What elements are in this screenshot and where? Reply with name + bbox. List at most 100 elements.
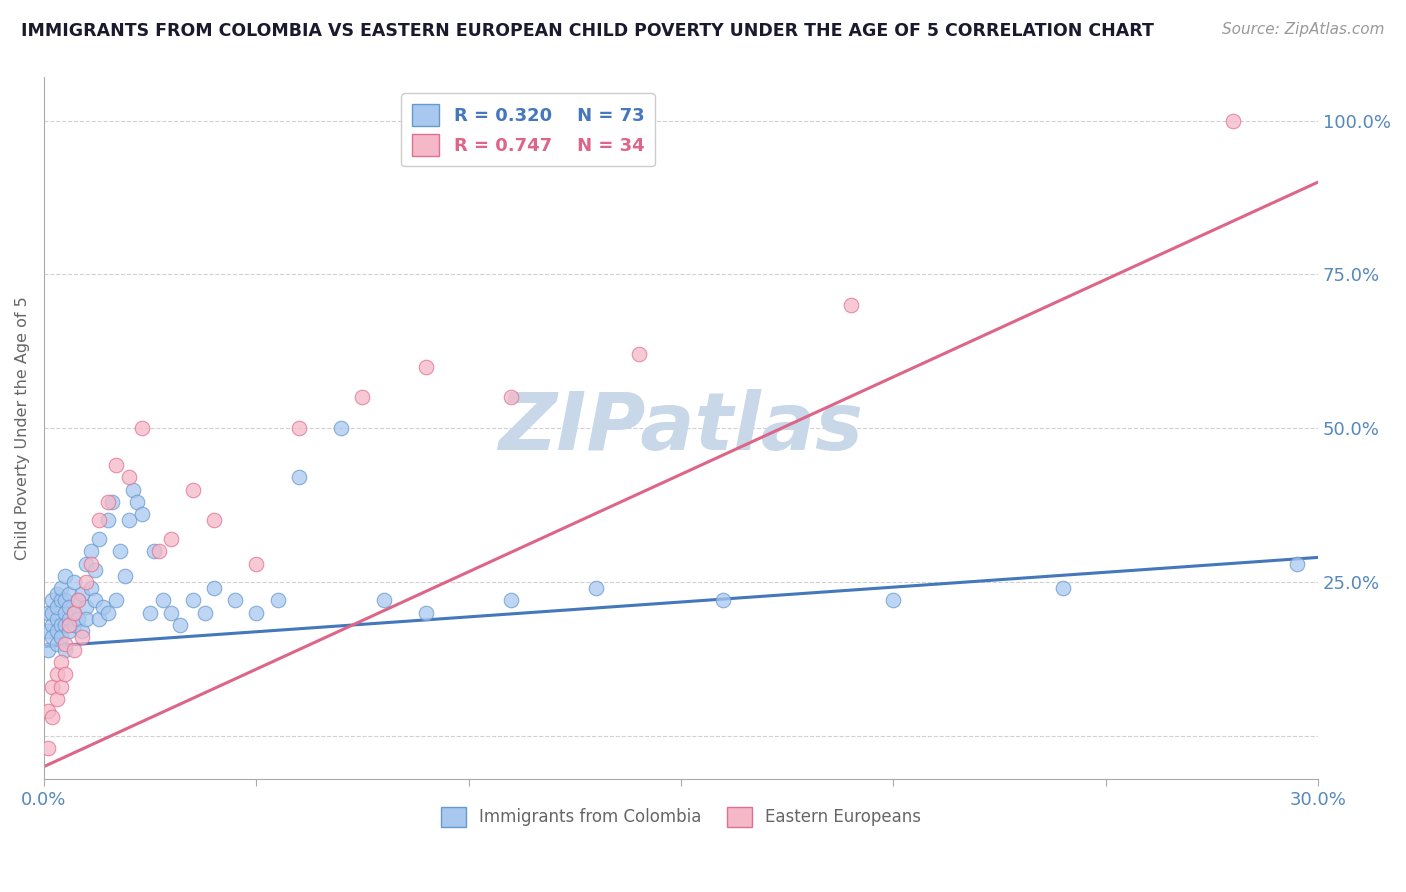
Point xyxy=(131,421,153,435)
Point xyxy=(105,593,128,607)
Point xyxy=(62,618,84,632)
Point xyxy=(53,667,76,681)
Point xyxy=(148,544,170,558)
Point xyxy=(66,612,89,626)
Point xyxy=(245,606,267,620)
Point xyxy=(97,513,120,527)
Point xyxy=(41,618,63,632)
Point xyxy=(373,593,395,607)
Point xyxy=(37,741,59,756)
Point xyxy=(53,636,76,650)
Point xyxy=(105,458,128,472)
Point xyxy=(122,483,145,497)
Point xyxy=(97,495,120,509)
Point xyxy=(181,483,204,497)
Point xyxy=(627,347,650,361)
Point xyxy=(501,391,523,405)
Point xyxy=(87,612,110,626)
Point xyxy=(58,587,80,601)
Point xyxy=(127,495,149,509)
Point xyxy=(45,587,67,601)
Point xyxy=(287,421,309,435)
Point xyxy=(501,593,523,607)
Point xyxy=(118,513,141,527)
Point xyxy=(45,624,67,639)
Point xyxy=(169,618,191,632)
Point xyxy=(49,680,72,694)
Point xyxy=(53,593,76,607)
Point xyxy=(75,557,97,571)
Point xyxy=(287,470,309,484)
Point xyxy=(79,557,101,571)
Point xyxy=(58,612,80,626)
Point xyxy=(41,631,63,645)
Point xyxy=(45,636,67,650)
Point xyxy=(53,606,76,620)
Point xyxy=(49,655,72,669)
Legend: Immigrants from Colombia, Eastern Europeans: Immigrants from Colombia, Eastern Europe… xyxy=(434,800,928,834)
Point xyxy=(37,606,59,620)
Point xyxy=(49,593,72,607)
Point xyxy=(143,544,166,558)
Point xyxy=(62,606,84,620)
Point xyxy=(66,593,89,607)
Point xyxy=(70,631,93,645)
Point xyxy=(41,593,63,607)
Point xyxy=(1285,557,1308,571)
Point xyxy=(87,532,110,546)
Point xyxy=(37,704,59,718)
Point xyxy=(330,421,353,435)
Text: IMMIGRANTS FROM COLOMBIA VS EASTERN EUROPEAN CHILD POVERTY UNDER THE AGE OF 5 CO: IMMIGRANTS FROM COLOMBIA VS EASTERN EURO… xyxy=(21,22,1154,40)
Point xyxy=(713,593,735,607)
Point xyxy=(41,606,63,620)
Point xyxy=(839,298,862,312)
Point xyxy=(202,581,225,595)
Point xyxy=(45,599,67,614)
Point xyxy=(93,599,115,614)
Point xyxy=(53,642,76,657)
Point xyxy=(66,593,89,607)
Point xyxy=(97,606,120,620)
Point xyxy=(79,581,101,595)
Point xyxy=(45,612,67,626)
Point xyxy=(49,618,72,632)
Point xyxy=(160,532,183,546)
Point xyxy=(245,557,267,571)
Point xyxy=(882,593,904,607)
Y-axis label: Child Poverty Under the Age of 5: Child Poverty Under the Age of 5 xyxy=(15,296,30,560)
Point xyxy=(266,593,288,607)
Point xyxy=(58,599,80,614)
Point xyxy=(181,593,204,607)
Point xyxy=(160,606,183,620)
Point xyxy=(118,470,141,484)
Point xyxy=(202,513,225,527)
Point xyxy=(352,391,374,405)
Point xyxy=(45,692,67,706)
Point xyxy=(1222,113,1244,128)
Point xyxy=(37,624,59,639)
Point xyxy=(152,593,174,607)
Point xyxy=(62,642,84,657)
Point xyxy=(79,544,101,558)
Point xyxy=(75,612,97,626)
Point xyxy=(58,624,80,639)
Point xyxy=(131,508,153,522)
Point xyxy=(1052,581,1074,595)
Point xyxy=(83,593,105,607)
Point xyxy=(75,574,97,589)
Point xyxy=(62,606,84,620)
Point xyxy=(41,680,63,694)
Point xyxy=(194,606,217,620)
Point xyxy=(53,618,76,632)
Point xyxy=(45,667,67,681)
Point xyxy=(75,599,97,614)
Text: Source: ZipAtlas.com: Source: ZipAtlas.com xyxy=(1222,22,1385,37)
Point xyxy=(41,710,63,724)
Point xyxy=(415,606,437,620)
Point xyxy=(62,574,84,589)
Point xyxy=(87,513,110,527)
Point xyxy=(49,581,72,595)
Point xyxy=(110,544,132,558)
Point xyxy=(585,581,607,595)
Point xyxy=(101,495,124,509)
